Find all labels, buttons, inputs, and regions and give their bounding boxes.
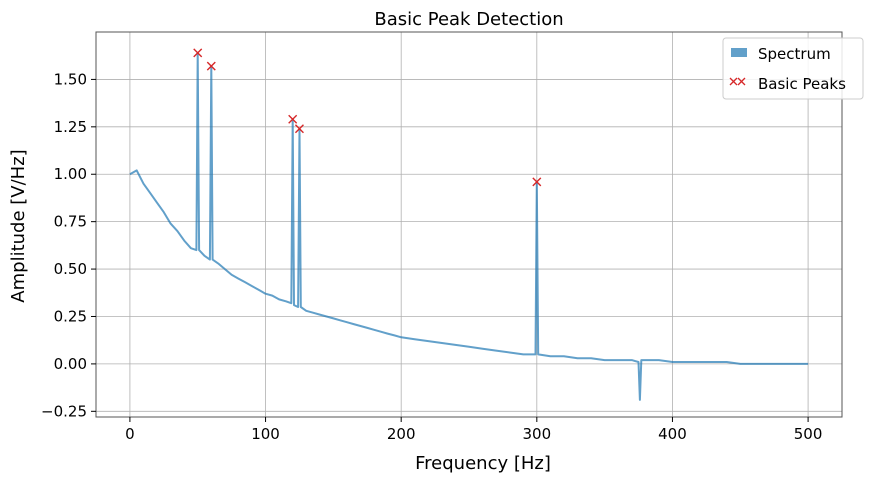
peak-marker xyxy=(532,177,542,187)
peak-marker xyxy=(193,48,203,58)
plot-area xyxy=(95,31,843,418)
plot-frame xyxy=(95,31,843,418)
y-tick-label: 0.25 xyxy=(54,307,87,325)
legend-box xyxy=(722,37,864,100)
y-tick-label: 1.50 xyxy=(54,70,87,88)
y-tick-label: −0.25 xyxy=(41,402,87,420)
y-tick-label: 1.00 xyxy=(54,165,87,183)
peak-marker xyxy=(294,124,304,134)
series-layer xyxy=(129,48,809,401)
legend-marker-peaks xyxy=(729,77,746,86)
grid xyxy=(96,32,842,417)
y-axis: −0.25 0.00 0.25 0.50 0.75 1.00 1.25 1.50 xyxy=(41,70,96,420)
legend: Spectrum Basic Peaks xyxy=(722,37,864,100)
x-tick-label: 100 xyxy=(251,425,280,443)
x-axis-label: Frequency [Hz] xyxy=(415,453,551,474)
spectrum-line xyxy=(129,51,809,401)
x-axis: 0 100 200 300 400 500 xyxy=(125,417,822,443)
legend-swatch-spectrum xyxy=(731,48,747,57)
peak-marker xyxy=(206,61,216,71)
x-tick-label: 500 xyxy=(794,425,823,443)
x-tick-label: 400 xyxy=(658,425,687,443)
legend-label-spectrum: Spectrum xyxy=(758,45,831,63)
peak-marker xyxy=(288,114,298,124)
x-tick-label: 200 xyxy=(387,425,416,443)
y-axis-label: Amplitude [V/Hz] xyxy=(8,149,29,302)
y-tick-label: 0.50 xyxy=(54,260,87,278)
chart-title: Basic Peak Detection xyxy=(374,9,563,30)
y-tick-label: 1.25 xyxy=(54,118,87,136)
x-tick-label: 0 xyxy=(125,425,135,443)
y-tick-label: 0.75 xyxy=(54,213,87,231)
legend-label-peaks: Basic Peaks xyxy=(758,75,846,93)
y-tick-label: 0.00 xyxy=(54,355,87,373)
x-tick-label: 300 xyxy=(522,425,551,443)
